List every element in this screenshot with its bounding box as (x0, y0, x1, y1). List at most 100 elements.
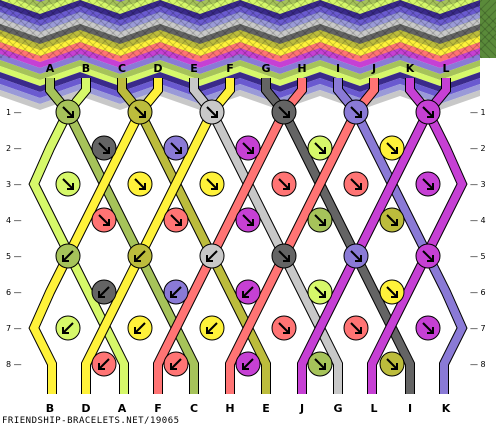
preview-texture-line (287, 0, 347, 59)
knot[interactable] (307, 207, 333, 233)
row-number-left: 6 — (6, 288, 22, 297)
knot[interactable] (343, 315, 369, 341)
knot[interactable] (415, 315, 441, 341)
knot[interactable] (199, 171, 225, 197)
knot[interactable] (91, 135, 117, 161)
knot[interactable] (271, 243, 297, 269)
preview-texture-line (391, 0, 451, 59)
knot[interactable] (235, 279, 261, 305)
preview-texture-line (199, 0, 259, 59)
knot[interactable] (415, 243, 441, 269)
knot[interactable] (163, 207, 189, 233)
preview-chevron-band (0, 30, 480, 50)
bottom-label-e: E (262, 402, 270, 415)
knot[interactable] (271, 99, 297, 125)
knot[interactable] (235, 135, 261, 161)
knot[interactable] (379, 207, 405, 233)
knot[interactable] (343, 171, 369, 197)
down-left-arrow-icon (99, 286, 110, 297)
knot[interactable] (127, 243, 153, 269)
preview-texture-line (0, 0, 35, 35)
preview-texture-line (231, 0, 291, 59)
preview-texture-line (279, 0, 339, 59)
knot[interactable] (199, 315, 225, 341)
knot[interactable] (235, 207, 261, 233)
knot[interactable] (343, 99, 369, 125)
preview-texture-line (351, 0, 411, 59)
preview-texture-line (39, 0, 99, 59)
knot[interactable] (379, 135, 405, 161)
knot[interactable] (163, 135, 189, 161)
knot[interactable] (127, 99, 153, 125)
knot[interactable] (343, 243, 369, 269)
preview-texture-line (71, 0, 131, 59)
knot[interactable] (199, 243, 225, 269)
preview-chevron-band (0, 24, 480, 44)
string-path-h (154, 78, 306, 394)
preview-texture-line (159, 0, 219, 59)
preview-texture-line (399, 0, 459, 59)
arrow-head (391, 219, 398, 226)
arrow-head (206, 327, 213, 334)
preview-chevron-band (0, 0, 480, 14)
knot[interactable] (55, 315, 81, 341)
preview-texture-line (0, 15, 43, 59)
row-number-labels: 1 — — 1 2 — — 2 3 — — 3 4 — — 4 5 — — 5 6 — — 6 7 — —… (6, 108, 486, 369)
down-left-arrow-icon (207, 322, 218, 333)
preview-texture-line (15, 0, 75, 59)
down-right-arrow-icon (350, 250, 361, 261)
knot[interactable] (127, 171, 153, 197)
knot[interactable] (163, 351, 189, 377)
preview-chevron-band (0, 18, 480, 38)
string-path-g (262, 78, 414, 394)
knot[interactable] (307, 279, 333, 305)
knot[interactable] (307, 135, 333, 161)
knot[interactable] (379, 351, 405, 377)
top-label-f: F (226, 62, 234, 75)
down-right-arrow-icon (386, 142, 397, 153)
arrow-head (211, 183, 218, 190)
preview-chevron-band (0, 54, 480, 74)
preview-texture-line (447, 0, 496, 49)
arrow-head (134, 327, 141, 334)
down-right-arrow-icon (350, 178, 361, 189)
preview-texture-line (383, 0, 443, 59)
bottom-label-g: G (333, 402, 342, 415)
down-right-arrow-icon (278, 322, 289, 333)
string-path-l (298, 78, 450, 394)
knot[interactable] (271, 171, 297, 197)
knot[interactable] (55, 243, 81, 269)
knot[interactable] (91, 207, 117, 233)
knot[interactable] (415, 99, 441, 125)
preview-texture-line (455, 0, 496, 41)
preview-texture-line (47, 0, 107, 59)
preview-texture-line (7, 0, 67, 59)
down-right-arrow-icon (170, 214, 181, 225)
knot[interactable] (199, 99, 225, 125)
string-path-f (82, 78, 234, 394)
knot[interactable] (235, 351, 261, 377)
down-right-arrow-icon (314, 358, 325, 369)
knot[interactable] (163, 279, 189, 305)
preview-texture-line (0, 7, 51, 59)
arrow-head (283, 255, 290, 262)
knot[interactable] (91, 279, 117, 305)
knot[interactable] (307, 351, 333, 377)
down-left-arrow-icon (135, 322, 146, 333)
down-right-arrow-icon (278, 106, 289, 117)
preview-texture-line (79, 0, 139, 59)
preview-texture-line (159, 0, 219, 59)
down-right-arrow-icon (422, 178, 433, 189)
knot[interactable] (415, 171, 441, 197)
knot[interactable] (55, 99, 81, 125)
knot[interactable] (127, 315, 153, 341)
knot[interactable] (271, 315, 297, 341)
preview-texture-line (255, 0, 315, 59)
bottom-label-l: L (370, 402, 377, 415)
knot[interactable] (91, 351, 117, 377)
preview-texture-line (303, 0, 363, 59)
top-label-l: L (442, 62, 449, 75)
preview-texture-line (47, 0, 107, 59)
knot[interactable] (379, 279, 405, 305)
knot[interactable] (55, 171, 81, 197)
